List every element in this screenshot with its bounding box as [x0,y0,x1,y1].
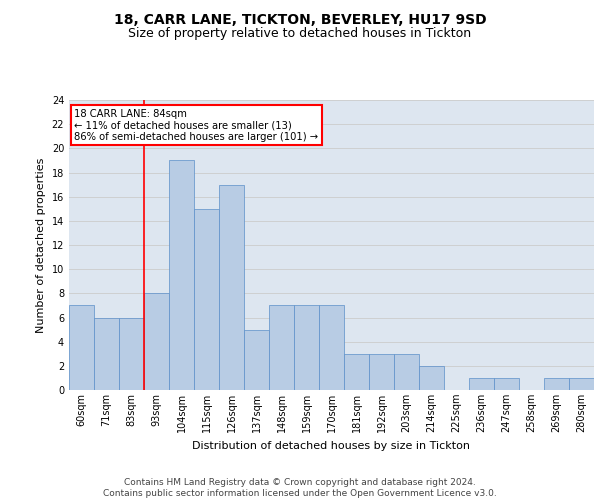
Bar [269,306,294,390]
Bar [144,294,169,390]
Bar [319,306,344,390]
Text: Size of property relative to detached houses in Tickton: Size of property relative to detached ho… [128,28,472,40]
Bar [394,354,419,390]
Bar [344,354,369,390]
Bar [569,378,594,390]
Text: 18, CARR LANE, TICKTON, BEVERLEY, HU17 9SD: 18, CARR LANE, TICKTON, BEVERLEY, HU17 9… [113,12,487,26]
Bar [219,184,244,390]
Bar [244,330,269,390]
Text: 18 CARR LANE: 84sqm
← 11% of detached houses are smaller (13)
86% of semi-detach: 18 CARR LANE: 84sqm ← 11% of detached ho… [74,108,319,142]
Bar [494,378,519,390]
Bar [294,306,319,390]
X-axis label: Distribution of detached houses by size in Tickton: Distribution of detached houses by size … [193,440,470,450]
Bar [119,318,144,390]
Bar [94,318,119,390]
Bar [469,378,494,390]
Bar [544,378,569,390]
Bar [169,160,194,390]
Bar [69,306,94,390]
Y-axis label: Number of detached properties: Number of detached properties [36,158,46,332]
Text: Contains HM Land Registry data © Crown copyright and database right 2024.
Contai: Contains HM Land Registry data © Crown c… [103,478,497,498]
Bar [194,209,219,390]
Bar [419,366,444,390]
Bar [369,354,394,390]
